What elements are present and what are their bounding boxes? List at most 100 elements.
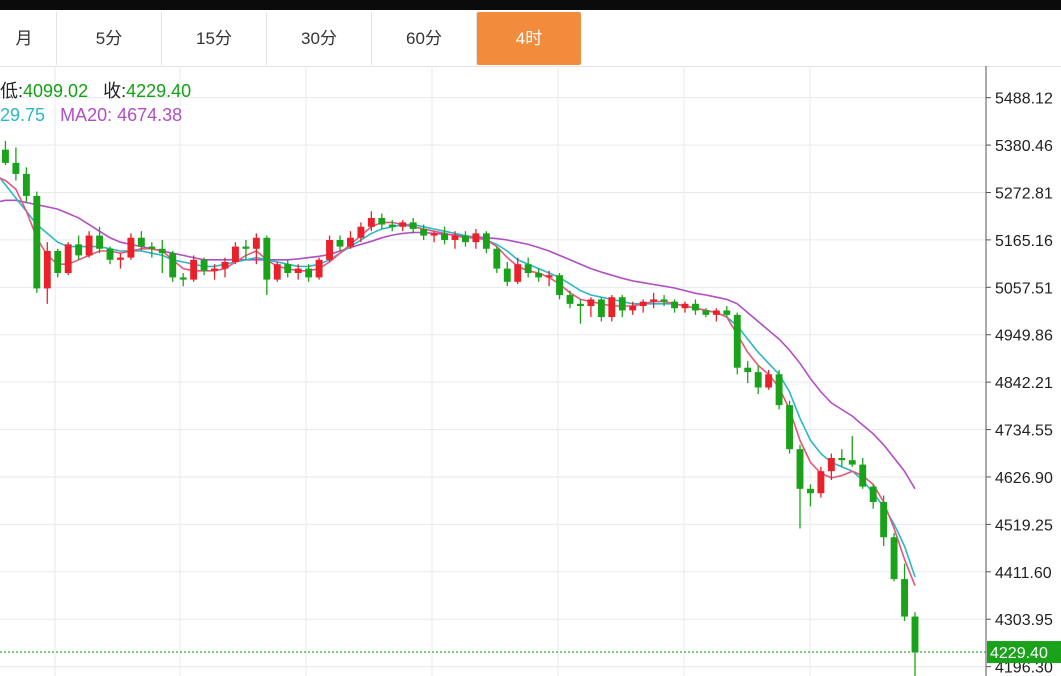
- candle-body: [388, 224, 396, 227]
- candle-body: [587, 299, 595, 307]
- candle-body: [838, 457, 846, 461]
- candle-body: [723, 310, 731, 315]
- candle-body: [305, 268, 313, 278]
- candle-body: [524, 264, 532, 274]
- candle-body: [629, 306, 637, 311]
- candle-body: [441, 233, 448, 240]
- tab-60min[interactable]: 60分: [372, 12, 477, 65]
- ma20-label: MA20:: [60, 105, 113, 125]
- candle-body: [817, 471, 825, 494]
- candle-body: [263, 237, 271, 280]
- tab-month[interactable]: 月: [0, 12, 57, 65]
- candle-body: [796, 449, 804, 489]
- candle-body: [117, 257, 124, 260]
- candle-body: [702, 310, 710, 315]
- candle-body: [786, 405, 793, 450]
- candle-body: [671, 301, 678, 309]
- candle-body: [326, 239, 333, 260]
- candle-body: [869, 486, 877, 503]
- y-tick-label: 5272.81: [995, 185, 1053, 202]
- candle-body: [106, 248, 114, 260]
- y-tick-label: 4626.90: [995, 470, 1053, 487]
- candle-body: [85, 235, 93, 256]
- candle-body: [754, 372, 762, 388]
- candle-body: [169, 253, 177, 278]
- candlestick-chart[interactable]: 5488.12 5380.46 5272.81 5165.16 5057.51 4949.…: [0, 66, 1061, 676]
- candle-body: [472, 233, 480, 243]
- candle-body: [2, 149, 9, 163]
- candle-body: [462, 235, 469, 243]
- candle-body: [775, 374, 783, 406]
- candle-body: [650, 299, 658, 302]
- candle-body: [692, 303, 699, 311]
- candle-body: [43, 250, 51, 289]
- candle-body: [608, 297, 616, 318]
- candle-body: [681, 303, 689, 309]
- close-value: 4229.40: [126, 81, 192, 101]
- y-tick-label: 4411.60: [995, 565, 1052, 582]
- y-tick-label: 4196.30: [995, 660, 1053, 676]
- candle-body: [660, 299, 668, 302]
- candle-body: [211, 268, 218, 271]
- candle-body: [200, 259, 208, 271]
- y-tick-label: 5165.16: [995, 233, 1053, 250]
- y-tick-label: 4842.21: [995, 375, 1053, 392]
- ohlc-readout: 低:4099.02 收:4229.40: [0, 77, 191, 103]
- candles: [2, 140, 919, 676]
- y-tick-label: 5380.46: [995, 138, 1053, 155]
- candle-body: [75, 244, 83, 256]
- candle-body: [347, 237, 354, 247]
- candle-body: [556, 275, 563, 296]
- y-tick-label: 4303.95: [995, 612, 1053, 629]
- period-tabs: 月 5分 15分 30分 60分 4时: [0, 10, 1061, 67]
- candle-body: [503, 268, 511, 282]
- low-value: 4099.02: [23, 81, 89, 101]
- candle-body: [179, 277, 187, 280]
- ma-readout: 29.75 MA20: 4674.38: [0, 105, 182, 126]
- tab-4hour[interactable]: 4时: [477, 12, 581, 65]
- candle-body: [880, 502, 888, 538]
- candle-body: [493, 248, 501, 269]
- candle-body: [22, 173, 30, 196]
- candle-body: [911, 616, 919, 653]
- ma-short-line: [0, 176, 916, 578]
- candle-body: [399, 222, 407, 227]
- candle-body: [273, 264, 281, 280]
- tab-30min[interactable]: 30分: [267, 12, 372, 65]
- candle-body: [890, 537, 898, 580]
- y-tick-label: 4949.86: [995, 328, 1053, 345]
- ma20-value: 4674.38: [117, 105, 183, 125]
- candle-body: [158, 248, 166, 254]
- candle-body: [765, 374, 773, 388]
- candle-body: [315, 259, 323, 278]
- candle-body: [535, 273, 543, 278]
- candle-body: [221, 261, 229, 269]
- candle-body: [367, 217, 375, 227]
- tab-5min[interactable]: 5分: [57, 12, 162, 65]
- low-label: 低:: [0, 81, 24, 101]
- y-tick-label: 4734.55: [995, 423, 1053, 440]
- chart-grid: [0, 66, 986, 676]
- candle-body: [545, 275, 553, 278]
- candle-body: [859, 464, 867, 487]
- candle-body: [409, 222, 417, 229]
- candle-body: [901, 579, 908, 617]
- candle-body: [33, 195, 41, 289]
- top-bar: [0, 0, 1061, 10]
- candle-body: [430, 233, 438, 236]
- candle-body: [451, 235, 459, 240]
- candle-body: [357, 226, 365, 238]
- candle-body: [252, 237, 260, 249]
- candle-body: [127, 237, 135, 258]
- candle-body: [712, 310, 720, 315]
- candle-body: [64, 244, 72, 274]
- candle-body: [733, 314, 741, 368]
- candle-body: [514, 264, 522, 282]
- last-price-label: 4229.40: [990, 645, 1048, 662]
- y-tick-label: 5057.51: [995, 280, 1053, 297]
- tab-15min[interactable]: 15分: [162, 12, 267, 65]
- candle-body: [54, 250, 62, 274]
- candle-body: [137, 237, 145, 247]
- candle-body: [807, 488, 814, 494]
- y-tick-label: 4519.25: [995, 517, 1053, 534]
